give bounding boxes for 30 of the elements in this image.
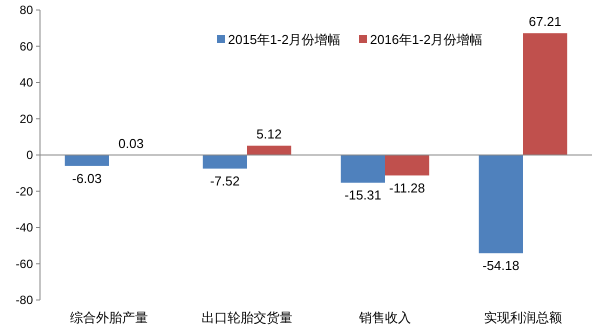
y-tick-label: 40 [20,76,34,90]
x-tick-label: 实现利润总额 [484,310,562,325]
y-tick-label: -60 [16,256,34,271]
y-tick-label: 80 [20,3,34,17]
y-tick-label: 0 [26,148,34,162]
data-label: -15.31 [344,188,382,203]
y-tick-label: -40 [16,220,34,234]
data-label: 67.21 [528,14,562,30]
data-label: 5.12 [256,126,282,142]
x-tick-label: 综合外胎产量 [70,310,148,325]
x-tick-label: 出口轮胎交货量 [202,310,292,325]
y-tick-label: 60 [20,39,34,54]
bar [247,146,292,155]
bar [202,155,247,169]
bar [478,155,523,254]
bar [385,155,430,176]
y-tick-label: 20 [20,112,34,126]
y-tick-label: -20 [16,184,34,198]
data-label: 0.03 [118,136,144,151]
bar [523,33,568,155]
data-label: -6.03 [72,170,102,186]
data-label: -11.28 [389,180,426,196]
legend-label: 2016年1-2月份增幅 [370,32,483,47]
legend-label: 2015年1-2月份增幅 [228,32,341,47]
data-label: -54.18 [482,258,520,274]
data-label: -7.52 [210,174,240,189]
x-tick-label: 销售收入 [358,310,411,325]
bar [340,155,385,183]
bar [64,155,109,166]
y-tick-label: -80 [16,293,34,307]
